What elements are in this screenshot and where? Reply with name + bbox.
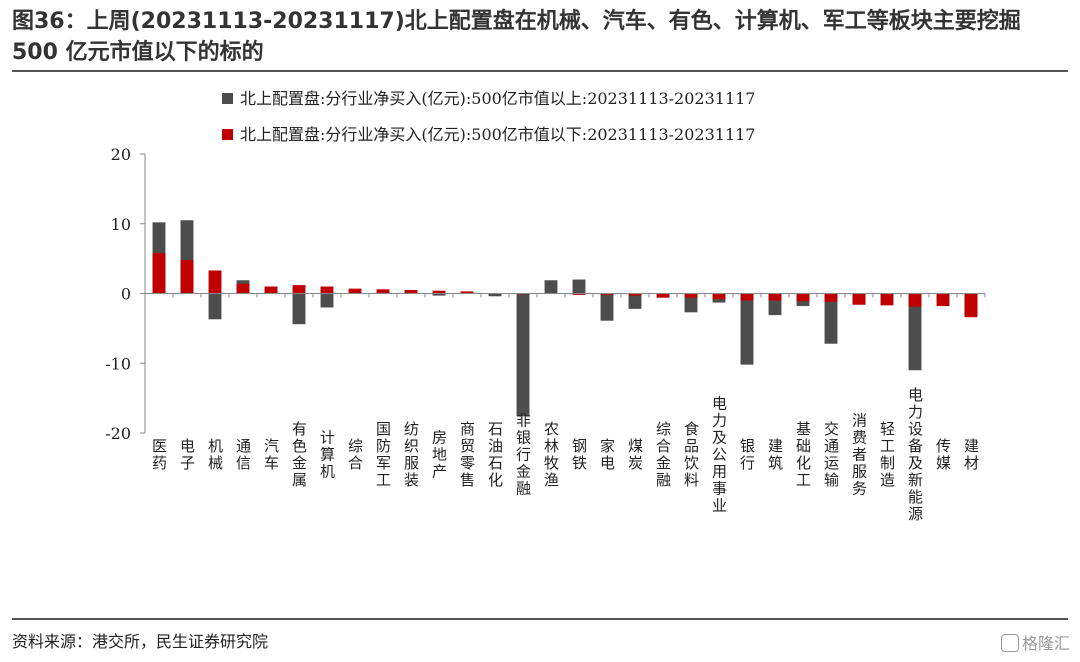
bar-large-cap-19 xyxy=(684,293,698,313)
legend-swatch-0 xyxy=(222,93,233,104)
bar-small-cap-8 xyxy=(376,289,390,294)
y-tick-label: 10 xyxy=(111,215,131,234)
bar-large-cap-27 xyxy=(908,293,922,371)
bar-large-cap-17 xyxy=(628,293,642,309)
bar-large-cap-13 xyxy=(516,293,530,417)
bar-small-cap-20 xyxy=(712,293,726,300)
bar-small-cap-29 xyxy=(964,293,978,318)
x-category-label: 基础化工 xyxy=(794,421,812,489)
bar-small-cap-1 xyxy=(180,260,194,294)
bar-large-cap-14 xyxy=(544,280,558,294)
bar-large-cap-16 xyxy=(600,293,614,321)
x-category-label: 银行 xyxy=(738,438,756,472)
bar-large-cap-5 xyxy=(292,293,306,325)
bar-small-cap-9 xyxy=(404,290,418,294)
bar-small-cap-22 xyxy=(768,293,782,301)
bars xyxy=(152,220,978,417)
x-category-label: 计算机 xyxy=(318,430,336,481)
bar-small-cap-6 xyxy=(320,286,334,294)
y-tick-label: 0 xyxy=(121,285,131,304)
bar-small-cap-27 xyxy=(908,293,922,307)
footer-rule xyxy=(12,618,1068,620)
bar-small-cap-10 xyxy=(432,290,446,294)
x-category-label: 国防军工 xyxy=(374,421,392,489)
x-category-label: 综合金融 xyxy=(654,421,672,489)
x-category-label: 机械 xyxy=(206,438,224,472)
bar-small-cap-17 xyxy=(628,293,642,296)
bar-small-cap-18 xyxy=(656,293,670,298)
x-category-label: 建材 xyxy=(962,438,980,472)
bar-small-cap-7 xyxy=(348,288,362,294)
bar-large-cap-2 xyxy=(208,293,222,320)
x-category-label: 石油石化 xyxy=(486,421,504,489)
x-category-label: 电力设备及新能源 xyxy=(906,387,924,523)
watermark: 格隆汇 xyxy=(1000,630,1070,654)
x-category-label: 电力及公用事业 xyxy=(710,396,728,515)
x-category-label: 建筑 xyxy=(766,438,784,472)
watermark-text: 格隆汇 xyxy=(1021,634,1070,653)
stacked-bar-chart: 北上配置盘:分行业净买入(亿元):500亿市值以上:20231113-20231… xyxy=(105,89,986,523)
x-category-label: 传媒 xyxy=(934,438,952,472)
bar-small-cap-3 xyxy=(236,283,250,294)
x-category-label: 商贸零售 xyxy=(458,421,476,489)
bar-small-cap-21 xyxy=(740,293,754,301)
x-axis: 医药 电子 机械 通信 汽车 有色金属 计算机 综合 国防军工 纺织服装 房地产 商贸零售 石油石化 非银… xyxy=(144,293,986,523)
bar-small-cap-2 xyxy=(208,270,222,294)
y-axis: -20 -10 0 10 20 xyxy=(105,145,146,443)
bar-small-cap-11 xyxy=(460,291,474,294)
title-rule xyxy=(12,70,1068,72)
bar-large-cap-24 xyxy=(824,293,838,344)
legend-swatch-1 xyxy=(222,129,233,140)
bar-large-cap-10 xyxy=(432,293,446,296)
x-category-label: 轻工制造 xyxy=(878,421,896,489)
x-category-label: 通信 xyxy=(234,438,252,472)
bar-small-cap-4 xyxy=(264,286,278,294)
x-category-label: 汽车 xyxy=(262,438,280,472)
x-category-label: 电子 xyxy=(178,438,196,472)
bar-small-cap-15 xyxy=(572,293,586,295)
source-note: 资料来源：港交所，民生证券研究院 xyxy=(12,632,269,651)
bar-large-cap-6 xyxy=(320,293,334,308)
y-tick-label: -20 xyxy=(105,424,131,443)
x-category-label: 纺织服装 xyxy=(402,421,420,489)
x-category-label: 钢铁 xyxy=(570,438,588,472)
bar-small-cap-16 xyxy=(600,293,614,295)
x-category-label: 家电 xyxy=(598,438,616,472)
x-category-label: 医药 xyxy=(150,438,168,472)
x-category-label: 有色金属 xyxy=(290,421,308,489)
chart-title: 图36：上周(20231113-20231117)北上配置盘在机械、汽车、有色、… xyxy=(12,9,1021,65)
x-category-label: 非银行金融 xyxy=(514,413,532,498)
y-tick-label: 20 xyxy=(111,145,131,164)
bar-small-cap-26 xyxy=(880,293,894,306)
legend-label-0: 北上配置盘:分行业净买入(亿元):500亿市值以上:20231113-20231… xyxy=(240,89,755,108)
x-category-label: 综合 xyxy=(346,438,364,472)
x-category-label: 房地产 xyxy=(430,430,448,481)
legend: 北上配置盘:分行业净买入(亿元):500亿市值以上:20231113-20231… xyxy=(222,89,755,144)
bar-small-cap-19 xyxy=(684,293,698,298)
legend-label-1: 北上配置盘:分行业净买入(亿元):500亿市值以下:20231113-20231… xyxy=(240,125,755,144)
x-category-label: 食品饮料 xyxy=(682,421,700,489)
bar-small-cap-25 xyxy=(852,293,866,305)
x-category-label: 煤炭 xyxy=(626,438,644,472)
y-tick-label: -10 xyxy=(105,354,131,373)
x-category-label: 消费者服务 xyxy=(850,413,868,498)
bar-small-cap-28 xyxy=(936,293,950,307)
x-category-label: 交通运输 xyxy=(822,420,840,489)
x-category-label: 农林牧渔 xyxy=(542,421,560,489)
bar-small-cap-23 xyxy=(796,293,810,302)
bar-large-cap-15 xyxy=(572,279,586,294)
bar-large-cap-12 xyxy=(488,293,502,297)
bar-small-cap-24 xyxy=(824,293,838,302)
bar-small-cap-5 xyxy=(292,285,306,294)
bar-large-cap-21 xyxy=(740,293,754,365)
bar-small-cap-0 xyxy=(152,253,166,294)
watermark-logo-icon xyxy=(1000,634,1019,652)
